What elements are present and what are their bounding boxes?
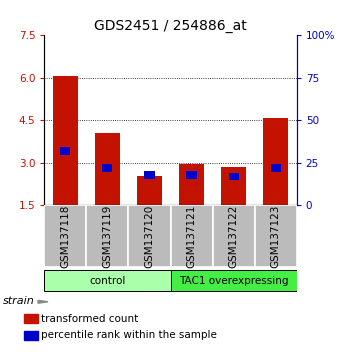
Bar — [44, 270, 170, 291]
Bar — [44, 205, 86, 267]
Bar — [86, 205, 129, 267]
Text: percentile rank within the sample: percentile rank within the sample — [41, 330, 217, 340]
Text: GSM137122: GSM137122 — [228, 205, 239, 268]
Text: TAC1 overexpressing: TAC1 overexpressing — [179, 275, 288, 286]
Bar — [187, 171, 196, 178]
Text: GSM137120: GSM137120 — [145, 205, 154, 268]
Bar — [170, 205, 212, 267]
Bar — [24, 331, 38, 339]
Bar — [145, 171, 154, 178]
Text: control: control — [89, 275, 125, 286]
Bar — [263, 118, 288, 205]
Bar — [221, 167, 246, 205]
Bar — [137, 176, 162, 205]
Text: GSM137123: GSM137123 — [271, 205, 281, 268]
Polygon shape — [38, 300, 48, 303]
Text: GSM137118: GSM137118 — [60, 205, 70, 268]
Bar — [271, 164, 281, 172]
Bar — [212, 205, 255, 267]
Text: strain: strain — [3, 296, 35, 306]
Text: transformed count: transformed count — [41, 314, 138, 324]
Bar — [255, 205, 297, 267]
Bar — [60, 147, 70, 155]
Bar — [228, 173, 239, 180]
Bar — [102, 164, 113, 172]
Bar — [53, 76, 78, 205]
Bar — [24, 314, 38, 323]
Text: GSM137121: GSM137121 — [187, 205, 196, 268]
Bar — [95, 133, 120, 205]
Title: GDS2451 / 254886_at: GDS2451 / 254886_at — [94, 19, 247, 33]
Bar — [179, 164, 204, 205]
Text: GSM137119: GSM137119 — [102, 205, 113, 268]
Bar — [129, 205, 170, 267]
Bar — [170, 270, 297, 291]
